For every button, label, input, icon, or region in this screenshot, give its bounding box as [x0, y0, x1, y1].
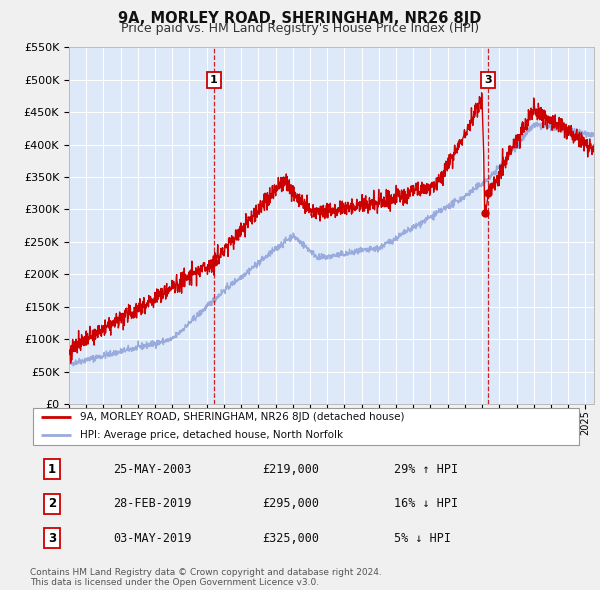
- Text: 29% ↑ HPI: 29% ↑ HPI: [394, 463, 458, 476]
- Text: 1: 1: [210, 75, 217, 84]
- Text: 9A, MORLEY ROAD, SHERINGHAM, NR26 8JD (detached house): 9A, MORLEY ROAD, SHERINGHAM, NR26 8JD (d…: [80, 412, 404, 422]
- Text: Price paid vs. HM Land Registry's House Price Index (HPI): Price paid vs. HM Land Registry's House …: [121, 22, 479, 35]
- Text: 03-MAY-2019: 03-MAY-2019: [113, 532, 191, 545]
- Text: 1: 1: [48, 463, 56, 476]
- FancyBboxPatch shape: [33, 408, 579, 445]
- Text: 3: 3: [484, 75, 492, 84]
- Text: 16% ↓ HPI: 16% ↓ HPI: [394, 497, 458, 510]
- Text: £325,000: £325,000: [262, 532, 319, 545]
- Text: Contains HM Land Registry data © Crown copyright and database right 2024.
This d: Contains HM Land Registry data © Crown c…: [30, 568, 382, 587]
- Text: 28-FEB-2019: 28-FEB-2019: [113, 497, 191, 510]
- Text: 5% ↓ HPI: 5% ↓ HPI: [394, 532, 451, 545]
- Text: £219,000: £219,000: [262, 463, 319, 476]
- Text: 3: 3: [48, 532, 56, 545]
- Text: 9A, MORLEY ROAD, SHERINGHAM, NR26 8JD: 9A, MORLEY ROAD, SHERINGHAM, NR26 8JD: [118, 11, 482, 25]
- Text: £295,000: £295,000: [262, 497, 319, 510]
- Text: HPI: Average price, detached house, North Norfolk: HPI: Average price, detached house, Nort…: [80, 430, 343, 440]
- Text: 25-MAY-2003: 25-MAY-2003: [113, 463, 191, 476]
- Text: 2: 2: [48, 497, 56, 510]
